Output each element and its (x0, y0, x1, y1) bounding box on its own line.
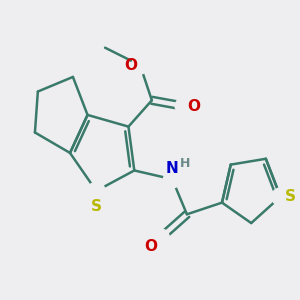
Circle shape (164, 170, 181, 188)
Circle shape (88, 182, 105, 200)
Circle shape (131, 56, 149, 74)
Circle shape (272, 188, 289, 206)
Text: N: N (166, 161, 179, 176)
Text: O: O (124, 58, 137, 73)
Text: O: O (145, 239, 158, 254)
Circle shape (152, 229, 170, 247)
Circle shape (175, 98, 193, 115)
Text: H: H (180, 157, 190, 170)
Text: S: S (285, 189, 296, 204)
Text: O: O (187, 99, 200, 114)
Text: S: S (91, 199, 102, 214)
